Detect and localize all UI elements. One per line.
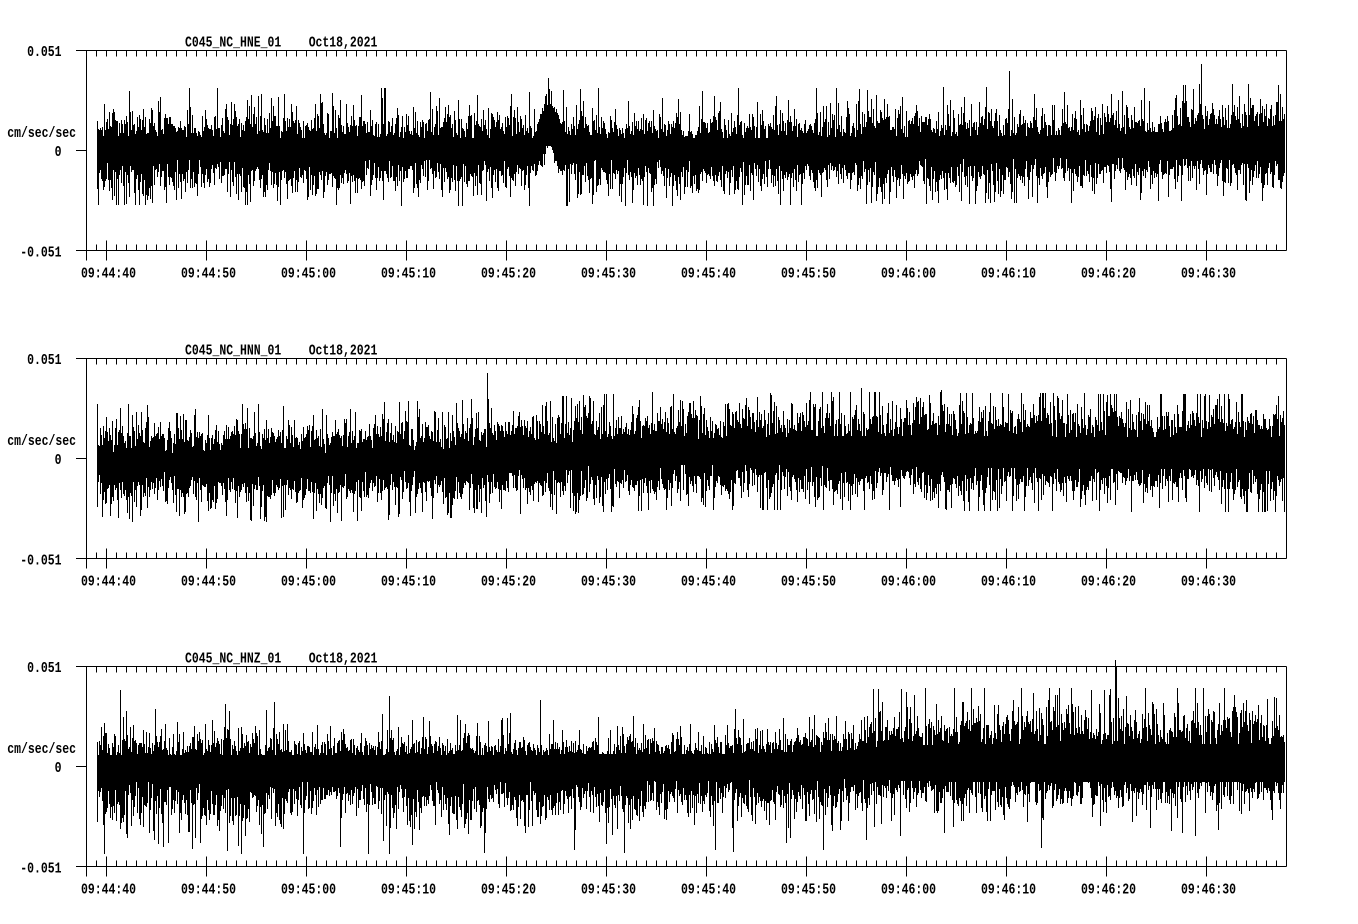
svg-text:09:46:00: 09:46:00 bbox=[881, 880, 936, 898]
svg-text:09:45:40: 09:45:40 bbox=[681, 572, 736, 590]
svg-text:09:46:30: 09:46:30 bbox=[1181, 264, 1236, 282]
svg-text:09:45:20: 09:45:20 bbox=[481, 572, 536, 590]
svg-text:09:46:30: 09:46:30 bbox=[1181, 572, 1236, 590]
svg-text:C045_NC_HNZ_01: C045_NC_HNZ_01 bbox=[185, 650, 281, 668]
svg-text:09:46:10: 09:46:10 bbox=[981, 572, 1036, 590]
svg-text:09:45:50: 09:45:50 bbox=[781, 880, 836, 898]
svg-text:09:45:00: 09:45:00 bbox=[281, 572, 336, 590]
svg-text:C045_NC_HNE_01: C045_NC_HNE_01 bbox=[185, 34, 281, 52]
svg-text:0.051: 0.051 bbox=[27, 659, 61, 677]
svg-text:Oct18,2021: Oct18,2021 bbox=[309, 34, 378, 52]
svg-text:-0.051: -0.051 bbox=[20, 860, 61, 878]
svg-text:09:46:10: 09:46:10 bbox=[981, 264, 1036, 282]
svg-text:09:45:10: 09:45:10 bbox=[381, 572, 436, 590]
svg-text:C045_NC_HNN_01: C045_NC_HNN_01 bbox=[185, 342, 281, 360]
svg-text:-0.051: -0.051 bbox=[20, 244, 61, 262]
svg-text:0.051: 0.051 bbox=[27, 351, 61, 369]
svg-text:09:45:50: 09:45:50 bbox=[781, 264, 836, 282]
svg-text:cm/sec/sec: cm/sec/sec bbox=[7, 740, 76, 758]
svg-text:09:46:10: 09:46:10 bbox=[981, 880, 1036, 898]
svg-text:09:45:30: 09:45:30 bbox=[581, 572, 636, 590]
svg-text:09:46:20: 09:46:20 bbox=[1081, 264, 1136, 282]
svg-text:Oct18,2021: Oct18,2021 bbox=[309, 650, 378, 668]
svg-text:09:45:50: 09:45:50 bbox=[781, 572, 836, 590]
svg-text:09:45:20: 09:45:20 bbox=[481, 264, 536, 282]
svg-text:09:44:40: 09:44:40 bbox=[81, 572, 136, 590]
svg-text:09:44:50: 09:44:50 bbox=[181, 880, 236, 898]
svg-text:cm/sec/sec: cm/sec/sec bbox=[7, 124, 76, 142]
svg-text:09:45:10: 09:45:10 bbox=[381, 264, 436, 282]
svg-text:0: 0 bbox=[55, 759, 62, 777]
svg-text:09:44:50: 09:44:50 bbox=[181, 264, 236, 282]
svg-text:09:45:40: 09:45:40 bbox=[681, 880, 736, 898]
svg-text:09:45:00: 09:45:00 bbox=[281, 264, 336, 282]
svg-text:09:45:30: 09:45:30 bbox=[581, 264, 636, 282]
svg-text:0: 0 bbox=[55, 451, 62, 469]
svg-text:09:45:10: 09:45:10 bbox=[381, 880, 436, 898]
svg-text:0: 0 bbox=[55, 143, 62, 161]
svg-text:09:45:00: 09:45:00 bbox=[281, 880, 336, 898]
svg-text:09:44:50: 09:44:50 bbox=[181, 572, 236, 590]
svg-text:-0.051: -0.051 bbox=[20, 552, 61, 570]
svg-text:09:45:30: 09:45:30 bbox=[581, 880, 636, 898]
svg-text:0.051: 0.051 bbox=[27, 43, 61, 61]
svg-text:09:46:00: 09:46:00 bbox=[881, 264, 936, 282]
svg-text:09:44:40: 09:44:40 bbox=[81, 264, 136, 282]
svg-text:09:44:40: 09:44:40 bbox=[81, 880, 136, 898]
svg-text:09:46:20: 09:46:20 bbox=[1081, 880, 1136, 898]
svg-text:09:45:20: 09:45:20 bbox=[481, 880, 536, 898]
svg-text:09:46:20: 09:46:20 bbox=[1081, 572, 1136, 590]
svg-text:cm/sec/sec: cm/sec/sec bbox=[7, 432, 76, 450]
svg-text:09:45:40: 09:45:40 bbox=[681, 264, 736, 282]
svg-text:09:46:30: 09:46:30 bbox=[1181, 880, 1236, 898]
svg-text:Oct18,2021: Oct18,2021 bbox=[309, 342, 378, 360]
svg-text:09:46:00: 09:46:00 bbox=[881, 572, 936, 590]
